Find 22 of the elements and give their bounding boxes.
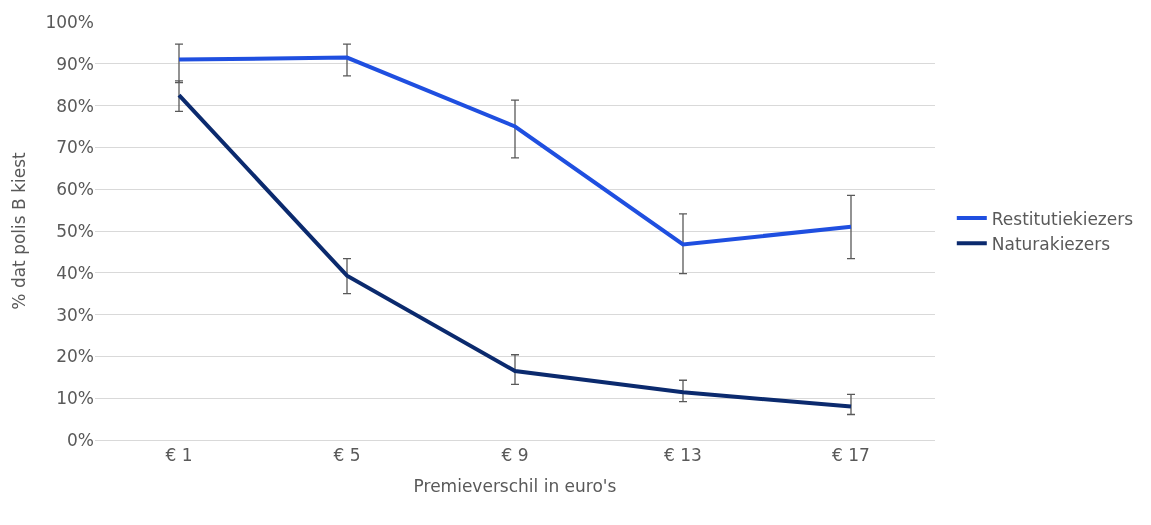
x-tick-label: € 13 [664,445,702,466]
y-tick-label: 100% [45,11,94,32]
y-tick-label: 10% [56,388,94,409]
y-tick-label: 80% [56,95,94,116]
line-series [177,55,853,247]
x-tick-label: € 9 [501,445,529,466]
legend-label: Restitutiekiezers [991,208,1134,229]
x-tick-label: € 17 [832,445,870,466]
x-tick-label: € 1 [165,445,193,466]
y-tick-label: 0% [67,429,94,450]
x-axis-title: Premieverschil in euro's [413,475,617,496]
y-tick-label: 30% [56,304,94,325]
y-tick-label: 70% [56,137,94,158]
x-tick-label: € 5 [333,445,361,466]
y-tick-label: 40% [56,262,94,283]
y-axis-title: % dat polis B kiest [8,152,29,310]
y-tick-label: 50% [56,220,94,241]
y-tick-label: 20% [56,346,94,367]
y-tick-label: 90% [56,53,94,74]
legend-label: Naturakiezers [991,233,1111,254]
line-series [177,93,853,409]
y-tick-label: 60% [56,179,94,200]
